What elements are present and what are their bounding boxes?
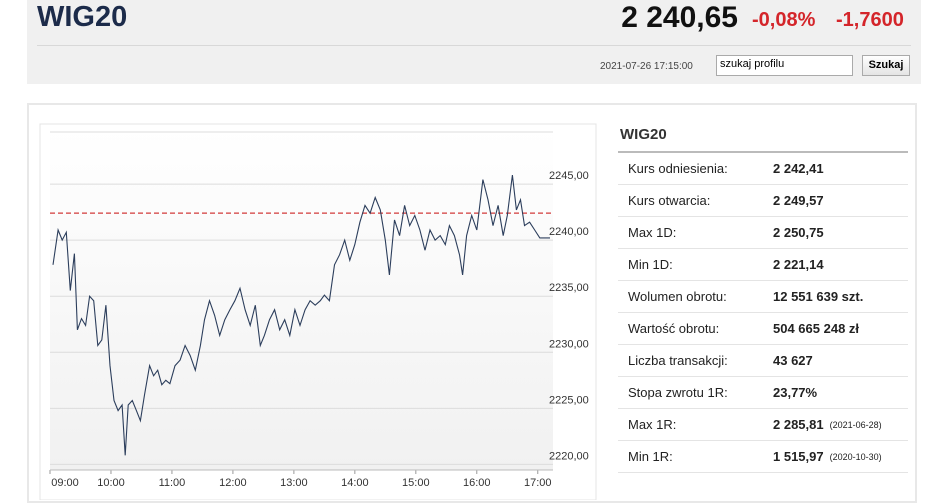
- y-tick-label: 2225,00: [549, 394, 589, 406]
- row-value: 2 242,41: [773, 161, 824, 176]
- x-tick-label: 09:00: [51, 477, 79, 489]
- table-row: Min 1D: 2 221,14: [618, 249, 908, 281]
- x-tick-label: 15:00: [402, 477, 430, 489]
- price-line: [52, 175, 550, 456]
- row-label: Min 1D:: [628, 257, 673, 272]
- row-value: 2 249,57: [773, 193, 824, 208]
- table-title: WIG20: [618, 124, 908, 153]
- row-value: 1 515,97: [773, 449, 824, 464]
- divider: [37, 45, 911, 46]
- table-row: Kurs otwarcia: 2 249,57: [618, 185, 908, 217]
- header: WIG20 2 240,65 -0,08% -1,7600 2021-07-26…: [27, 0, 921, 84]
- row-label: Max 1R:: [628, 417, 677, 432]
- row-label: Wolumen obrotu:: [628, 289, 727, 304]
- row-label: Wartość obrotu:: [628, 321, 720, 336]
- timestamp: 2021-07-26 17:15:00: [600, 61, 693, 72]
- search-input[interactable]: szukaj profilu: [716, 55, 853, 76]
- x-tick-label: 11:00: [159, 477, 186, 489]
- y-tick-label: 2245,00: [549, 170, 589, 182]
- change-abs: -1,7600: [836, 9, 904, 31]
- row-value: 43 627: [773, 353, 813, 368]
- y-tick-label: 2235,00: [549, 282, 589, 294]
- change-pct: -0,08%: [752, 9, 816, 31]
- row-value: 2 250,75: [773, 225, 824, 240]
- price: 2 240,65: [621, 1, 738, 34]
- y-tick-label: 2230,00: [549, 338, 589, 350]
- row-value: 504 665 248 zł: [773, 321, 860, 336]
- table-body: Kurs odniesienia: 2 242,41 Kurs otwarcia: 2…: [618, 153, 908, 473]
- plot-area: [50, 128, 553, 470]
- y-tick-label: 2220,00: [549, 450, 589, 462]
- row-label: Kurs otwarcia:: [628, 193, 711, 208]
- table-row: Liczba transakcji: 43 627: [618, 345, 908, 377]
- x-tick-label: 14:00: [341, 477, 369, 489]
- table-row: Max 1D: 2 250,75: [618, 217, 908, 249]
- x-tick-label: 13:00: [280, 477, 308, 489]
- row-value: 23,77%: [773, 385, 818, 400]
- x-tick-label: 16:00: [463, 477, 491, 489]
- table-row: Wartość obrotu: 504 665 248 zł: [618, 313, 908, 345]
- row-label: Liczba transakcji:: [628, 353, 728, 368]
- index-title: WIG20: [37, 1, 128, 33]
- row-value: 2 221,14: [773, 257, 824, 272]
- table-row: Min 1R: 1 515,97 (2020-10-30): [618, 441, 908, 473]
- table-row: Kurs odniesienia: 2 242,41: [618, 153, 908, 185]
- x-tick-label: 12:00: [219, 477, 247, 489]
- x-tick-label: 17:00: [524, 477, 552, 489]
- y-tick-label: 2240,00: [549, 226, 589, 238]
- search-button[interactable]: Szukaj: [862, 55, 910, 76]
- x-tick-label: 10:00: [97, 477, 125, 489]
- row-value: 2 285,81: [773, 417, 824, 432]
- row-date: (2021-06-28): [829, 419, 882, 430]
- table-row: Wolumen obrotu: 12 551 639 szt.: [618, 281, 908, 313]
- row-value: 12 551 639 szt.: [773, 289, 864, 304]
- table-row: Max 1R: 2 285,81 (2021-06-28): [618, 409, 908, 441]
- stats-table: WIG20 Kurs odniesienia: 2 242,41 Kurs otwa…: [618, 124, 908, 473]
- row-label: Stopa zwrotu 1R:: [628, 385, 728, 400]
- row-label: Kurs odniesienia:: [628, 161, 728, 176]
- row-date: (2020-10-30): [829, 451, 882, 462]
- row-label: Max 1D:: [628, 225, 677, 240]
- table-row: Stopa zwrotu 1R: 23,77%: [618, 377, 908, 409]
- row-label: Min 1R:: [628, 449, 673, 464]
